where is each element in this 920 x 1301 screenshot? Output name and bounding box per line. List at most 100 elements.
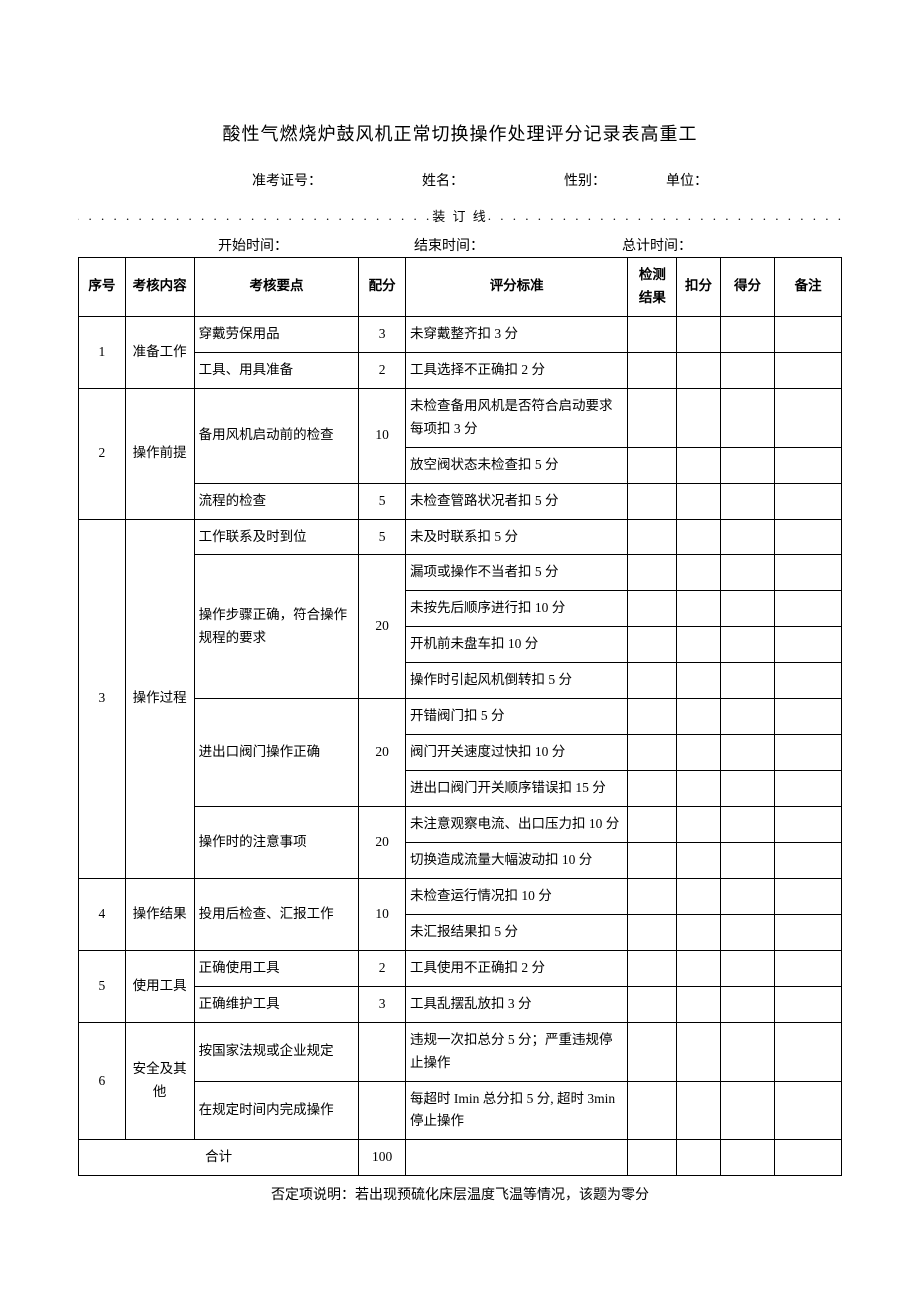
binding-text: 装 订 线 [432, 206, 488, 225]
criteria-cell [405, 1140, 627, 1176]
de-cell [720, 1022, 774, 1081]
criteria-cell: 未穿戴整齐扣 3 分 [405, 316, 627, 352]
kou-cell [677, 555, 720, 591]
kou-cell [677, 986, 720, 1022]
dots-left: . . . . . . . . . . . . . . . . . . . . … [78, 208, 432, 224]
note-cell [775, 842, 842, 878]
result-cell [628, 699, 677, 735]
col-point: 考核要点 [194, 258, 359, 317]
table-row: 5使用工具正确使用工具2工具使用不正确扣 2 分 [79, 950, 842, 986]
note-cell [775, 663, 842, 699]
kou-cell [677, 591, 720, 627]
result-cell [628, 878, 677, 914]
point-cell: 工作联系及时到位 [194, 519, 359, 555]
kou-cell [677, 842, 720, 878]
alloc-cell [359, 1081, 406, 1140]
alloc-cell: 5 [359, 483, 406, 519]
result-cell [628, 447, 677, 483]
de-cell [720, 388, 774, 447]
result-cell [628, 663, 677, 699]
note-cell [775, 735, 842, 771]
de-cell [720, 842, 774, 878]
kou-cell [677, 519, 720, 555]
start-time-label: 开始时间： [218, 235, 414, 255]
category-cell: 操作前提 [125, 388, 194, 519]
alloc-cell: 20 [359, 699, 406, 807]
point-cell: 操作时的注意事项 [194, 807, 359, 879]
result-cell [628, 352, 677, 388]
alloc-cell [359, 1022, 406, 1081]
alloc-cell: 2 [359, 352, 406, 388]
criteria-cell: 工具选择不正确扣 2 分 [405, 352, 627, 388]
unit-label: 单位： [666, 174, 708, 189]
note-cell [775, 388, 842, 447]
result-cell [628, 950, 677, 986]
col-result: 检测结果 [628, 258, 677, 317]
kou-cell [677, 483, 720, 519]
kou-cell [677, 1140, 720, 1176]
note-cell [775, 447, 842, 483]
candidate-info-line: 准考证号： 姓名： 性别：单位： [78, 170, 842, 190]
criteria-cell: 阀门开关速度过快扣 10 分 [405, 735, 627, 771]
total-score-cell: 100 [359, 1140, 406, 1176]
kou-cell [677, 914, 720, 950]
table-row: 1准备工作穿戴劳保用品3未穿戴整齐扣 3 分 [79, 316, 842, 352]
point-cell: 投用后检查、汇报工作 [194, 878, 359, 950]
alloc-cell: 10 [359, 388, 406, 483]
col-de: 得分 [720, 258, 774, 317]
note-cell [775, 807, 842, 843]
de-cell [720, 986, 774, 1022]
de-cell [720, 914, 774, 950]
exam-no-label: 准考证号： [252, 170, 322, 190]
de-cell [720, 519, 774, 555]
num-cell: 1 [79, 316, 126, 388]
point-cell: 按国家法规或企业规定 [194, 1022, 359, 1081]
de-cell [720, 663, 774, 699]
result-cell [628, 735, 677, 771]
result-cell [628, 1081, 677, 1140]
note-cell [775, 1140, 842, 1176]
point-cell: 正确使用工具 [194, 950, 359, 986]
alloc-cell: 3 [359, 986, 406, 1022]
de-cell [720, 352, 774, 388]
kou-cell [677, 627, 720, 663]
note-cell [775, 352, 842, 388]
category-cell: 操作过程 [125, 519, 194, 878]
alloc-cell: 3 [359, 316, 406, 352]
kou-cell [677, 771, 720, 807]
point-cell: 穿戴劳保用品 [194, 316, 359, 352]
result-cell [628, 519, 677, 555]
result-cell [628, 914, 677, 950]
note-cell [775, 914, 842, 950]
gender-unit-label: 性别：单位： [564, 170, 768, 190]
de-cell [720, 807, 774, 843]
de-cell [720, 316, 774, 352]
alloc-cell: 10 [359, 878, 406, 950]
kou-cell [677, 316, 720, 352]
point-cell: 备用风机启动前的检查 [194, 388, 359, 483]
document-title: 酸性气燃烧炉鼓风机正常切换操作处理评分记录表高重工 [78, 120, 842, 146]
de-cell [720, 878, 774, 914]
de-cell [720, 1140, 774, 1176]
category-cell: 准备工作 [125, 316, 194, 388]
col-alloc: 配分 [359, 258, 406, 317]
note-cell [775, 519, 842, 555]
alloc-cell: 20 [359, 555, 406, 699]
alloc-cell: 5 [359, 519, 406, 555]
note-cell [775, 1022, 842, 1081]
criteria-cell: 工具使用不正确扣 2 分 [405, 950, 627, 986]
result-cell [628, 771, 677, 807]
table-row: 6安全及其他按国家法规或企业规定违规一次扣总分 5 分；严重违规停止操作 [79, 1022, 842, 1081]
num-cell: 2 [79, 388, 126, 519]
de-cell [720, 627, 774, 663]
criteria-cell: 漏项或操作不当者扣 5 分 [405, 555, 627, 591]
table-body: 1准备工作穿戴劳保用品3未穿戴整齐扣 3 分工具、用具准备2工具选择不正确扣 2… [79, 316, 842, 1175]
note-cell [775, 699, 842, 735]
result-cell [628, 807, 677, 843]
kou-cell [677, 950, 720, 986]
col-category: 考核内容 [125, 258, 194, 317]
de-cell [720, 1081, 774, 1140]
de-cell [720, 483, 774, 519]
de-cell [720, 735, 774, 771]
kou-cell [677, 1022, 720, 1081]
